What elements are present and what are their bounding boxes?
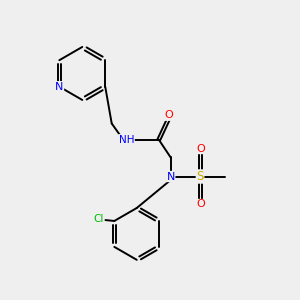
Text: NH: NH: [119, 135, 134, 145]
Text: N: N: [167, 172, 175, 182]
Text: O: O: [165, 110, 173, 120]
Text: S: S: [196, 170, 204, 183]
Text: Cl: Cl: [93, 214, 103, 224]
Text: O: O: [196, 200, 205, 209]
Text: O: O: [196, 143, 205, 154]
Text: N: N: [55, 82, 64, 92]
